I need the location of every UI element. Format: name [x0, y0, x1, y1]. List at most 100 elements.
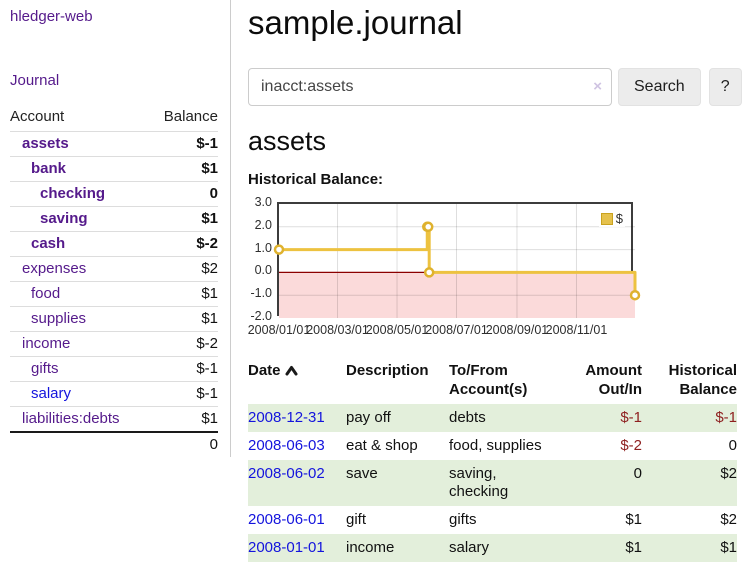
account-link-assets[interactable]: assets [22, 135, 69, 152]
transaction-accounts: food, supplies [449, 437, 542, 454]
y-axis-tick: 0.0 [254, 263, 272, 278]
account-name-cell: assets [10, 131, 150, 157]
account-link-income[interactable]: income [22, 335, 71, 352]
y-axis-tick: 3.0 [254, 195, 272, 209]
page: hledger-web Journal Account Balance asse… [10, 0, 742, 562]
transaction-balance: $2 [720, 511, 737, 528]
account-balance: 0 [149, 181, 218, 207]
legend-label: $ [615, 211, 623, 226]
help-button[interactable]: ? [708, 68, 742, 106]
account-name-cell: bank [10, 156, 150, 182]
accounts-total-value: 0 [209, 436, 218, 453]
clear-search-icon[interactable]: × [593, 78, 602, 95]
account-link-checking[interactable]: checking [40, 185, 106, 202]
account-name-cell: checking [10, 181, 150, 207]
x-axis-tick: 2008/11/01 [545, 323, 608, 337]
register-header-accounts: To/From Account(s) [449, 362, 528, 398]
account-name-cell: salary [10, 381, 150, 407]
accounts-table: Account Balance assets $-1 bank $1 checking 0… [10, 104, 218, 457]
account-balance: $1 [149, 406, 218, 433]
account-heading: assets [248, 126, 327, 156]
account-name-cell: liabilities:debts [10, 406, 150, 433]
chart-legend: $ [598, 210, 625, 227]
transaction-row: 2008-12-31 pay off debts $-1 $-1 [248, 404, 737, 432]
transaction-accounts: debts [449, 409, 486, 426]
account-link-cash[interactable]: cash [31, 235, 66, 252]
transaction-row: 2008-01-01 income salary $1 $1 [248, 534, 737, 562]
transaction-date-cell: 2008-06-01 [248, 506, 346, 534]
transaction-date-link[interactable]: 2008-06-03 [248, 437, 325, 454]
main-content: sample.journal × Search ? assets Histori… [231, 0, 742, 562]
account-link-food[interactable]: food [31, 285, 61, 302]
transaction-description: save [346, 465, 378, 482]
account-row: gifts $-1 [10, 356, 218, 382]
register-header-amount: Amount Out/In [585, 362, 642, 398]
account-row: saving $1 [10, 206, 218, 232]
account-balance: $-2 [149, 331, 218, 357]
account-row: supplies $1 [10, 306, 218, 332]
search-input[interactable] [248, 68, 612, 106]
legend-swatch-icon [600, 212, 613, 225]
account-balance: $1 [149, 281, 218, 307]
account-balance: $1 [149, 206, 218, 232]
y-axis-tick: -2.0 [250, 309, 272, 323]
account-balance: $1 [149, 156, 218, 182]
y-axis-tick: -1.0 [250, 286, 272, 301]
transaction-row: 2008-06-02 save saving, checking 0 $2 [248, 460, 737, 506]
transaction-balance: $1 [720, 539, 737, 556]
search-button[interactable]: Search [618, 68, 701, 106]
account-name-cell: food [10, 281, 150, 307]
account-row: expenses $2 [10, 256, 218, 282]
transaction-accounts: gifts [449, 511, 477, 528]
y-axis-tick: 1.0 [254, 240, 272, 255]
transaction-date-cell: 2008-12-31 [248, 404, 346, 432]
account-name-cell: gifts [10, 356, 150, 382]
x-axis-tick: 2008/03/01 [306, 323, 369, 337]
search-input-wrap: × [248, 68, 612, 106]
account-balance: $2 [149, 256, 218, 282]
account-name-cell: supplies [10, 306, 150, 332]
account-link-gifts[interactable]: gifts [31, 360, 59, 377]
register-header-description: Description [346, 362, 429, 379]
account-link-liabilities-debts[interactable]: liabilities:debts [22, 410, 120, 427]
transaction-date-cell: 2008-06-03 [248, 432, 346, 460]
x-axis-tick: 2008/01/01 [247, 323, 311, 337]
transaction-description: pay off [346, 409, 391, 426]
x-axis-tick: 2008/07/01 [425, 323, 488, 337]
transaction-balance: 0 [728, 437, 737, 454]
account-row: salary $-1 [10, 381, 218, 407]
transaction-amount: $-2 [620, 437, 642, 454]
transaction-date-link[interactable]: 2008-06-01 [248, 511, 325, 528]
account-balance: $-1 [149, 381, 218, 407]
accounts-header-account: Account [10, 104, 150, 132]
x-axis-tick: 2008/09/01 [485, 323, 549, 337]
transaction-accounts: saving, checking [449, 465, 509, 500]
account-link-bank[interactable]: bank [31, 160, 67, 177]
app-title-link[interactable]: hledger-web [10, 8, 93, 25]
account-link-expenses[interactable]: expenses [22, 260, 87, 277]
transaction-date-cell: 2008-01-01 [248, 534, 346, 562]
transaction-row: 2008-06-01 gift gifts $1 $2 [248, 506, 737, 534]
historical-balance-chart: 3.0 2.0 1.0 0.0 -1.0 -2.0 2008/01/01 2008/03/01… [247, 195, 742, 343]
account-balance: $-2 [149, 231, 218, 257]
transaction-date-link[interactable]: 2008-01-01 [248, 539, 325, 556]
account-balance: $-1 [149, 131, 218, 157]
page-title: sample.journal [248, 4, 463, 41]
chart-title: Historical Balance: [248, 171, 384, 188]
account-link-saving[interactable]: saving [40, 210, 88, 227]
transaction-balance: $-1 [715, 409, 737, 426]
account-row: bank $1 [10, 156, 218, 182]
register-table: Date Description To/From Account(s) Amou… [248, 359, 737, 562]
account-link-salary[interactable]: salary [31, 385, 72, 402]
transaction-date-link[interactable]: 2008-12-31 [248, 409, 325, 426]
account-link-supplies[interactable]: supplies [31, 310, 87, 327]
account-balance: $1 [149, 306, 218, 332]
transaction-description: income [346, 539, 395, 556]
register-header-date[interactable]: Date [248, 359, 346, 404]
register-header-balance: Historical Balance [668, 362, 737, 398]
transaction-date-link[interactable]: 2008-06-02 [248, 465, 325, 482]
account-name-cell: expenses [10, 256, 150, 282]
sort-ascending-icon [285, 363, 298, 380]
account-name-cell: income [10, 331, 150, 357]
sidebar-item-journal[interactable]: Journal [10, 72, 60, 89]
